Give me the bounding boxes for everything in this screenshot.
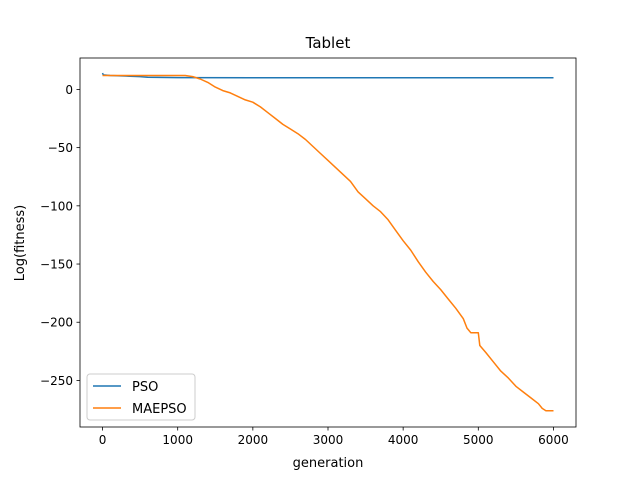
y-tick-label: 0	[65, 83, 73, 97]
x-tick-label: 3000	[313, 433, 344, 447]
x-tick-label: 5000	[463, 433, 494, 447]
legend-label-maepso: MAEPSO	[132, 402, 187, 417]
plot-lines	[101, 72, 554, 412]
x-tick-label: 2000	[238, 433, 269, 447]
legend: PSO MAEPSO	[86, 373, 196, 421]
x-axis: 0 1000 2000 3000 4000 5000 6000	[99, 427, 569, 447]
x-tick-label: 6000	[538, 433, 569, 447]
y-tick-label: −50	[48, 141, 73, 155]
y-axis: 0 −50 −100 −150 −200 −250	[40, 83, 80, 388]
y-tick-label: −100	[40, 199, 73, 213]
x-axis-label: generation	[293, 456, 364, 471]
y-tick-label: −150	[40, 258, 73, 272]
x-tick-label: 1000	[162, 433, 193, 447]
chart-title: Tablet	[305, 34, 351, 52]
y-tick-label: −200	[40, 316, 73, 330]
x-tick-label: 4000	[388, 433, 419, 447]
y-axis-label: Log(fitness)	[13, 205, 28, 281]
legend-label-pso: PSO	[132, 380, 158, 395]
y-tick-label: −250	[40, 374, 73, 388]
series-line-maepso	[102, 74, 554, 412]
x-tick-label: 0	[99, 433, 107, 447]
